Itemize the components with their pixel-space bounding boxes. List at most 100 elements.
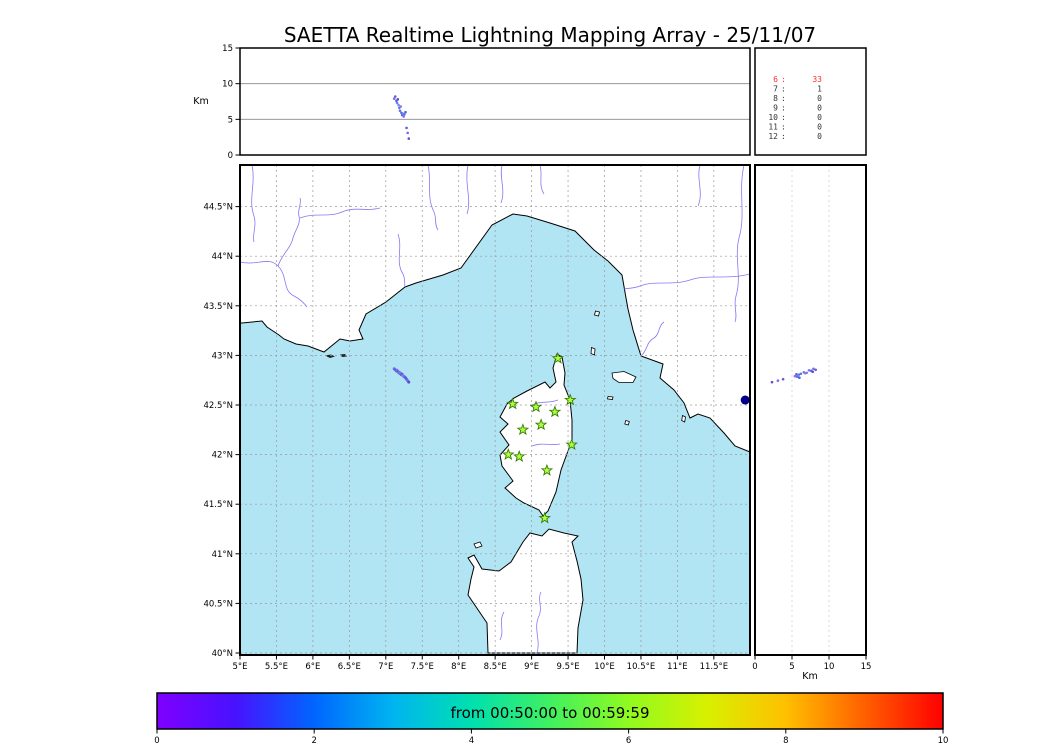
lat-tick-label: 44.5°N: [203, 203, 233, 213]
colorbar-tick-label: 6: [626, 736, 631, 746]
river: [427, 164, 439, 231]
map-data-layer: [392, 351, 750, 524]
river: [640, 321, 665, 357]
lat-tick-label: 41.5°N: [203, 500, 233, 510]
station-star-marker: [563, 393, 577, 406]
lon-tick-label: 10°E: [594, 662, 614, 672]
lightning-source-dot: [403, 113, 406, 116]
colorbar-tick-label: 8: [783, 736, 788, 746]
lightning-source-dot: [396, 98, 400, 101]
count-hour-label: 11: [768, 123, 778, 132]
station-star-marker: [501, 448, 515, 460]
lon-tick-label: 5°E: [232, 662, 247, 672]
river: [277, 197, 301, 267]
alt-tick-label: 0: [752, 662, 757, 672]
count-value: 0: [817, 104, 822, 113]
lat-tick-label: 42.5°N: [203, 401, 233, 411]
altitude-axis-label: Km: [193, 96, 208, 107]
lightning-source-dot: [799, 372, 803, 376]
figure-title: SAETTA Realtime Lightning Mapping Array …: [284, 23, 816, 47]
river: [539, 164, 545, 195]
count-value: 0: [817, 94, 822, 103]
river: [536, 591, 542, 654]
colorbar-tick-label: 4: [469, 736, 474, 746]
island-pianosa: [607, 396, 614, 400]
count-hour-label: 10: [768, 113, 778, 122]
altitude-reference-lines: [791, 165, 830, 655]
river: [623, 273, 751, 290]
river: [734, 164, 745, 323]
panel-frame: [754, 47, 867, 156]
lightning-source-dot: [392, 97, 396, 100]
lightning-source-dot: [395, 101, 399, 105]
lightning-source-dot: [770, 380, 774, 384]
island-gorgona: [594, 310, 600, 317]
colorbar-tick-label: 10: [938, 736, 949, 746]
river: [500, 164, 504, 204]
lightning-source-dot: [399, 105, 403, 108]
lightning-source-dot: [402, 115, 405, 118]
alt-tick-label: 5: [789, 662, 794, 672]
station-star-marker: [534, 418, 548, 431]
station-star-marker: [565, 438, 578, 451]
panel-frame: [239, 47, 751, 156]
river: [499, 611, 505, 641]
coastline-mainland-europe: [239, 164, 751, 453]
count-colon: :: [781, 94, 786, 103]
altitude-longitude-sources: [392, 95, 411, 140]
river: [466, 164, 470, 215]
station-star-marker: [540, 463, 554, 476]
lat-tick-label: 42°N: [212, 451, 233, 461]
lat-tick-label: 40.5°N: [203, 599, 233, 609]
lon-tick-label: 9°E: [524, 662, 539, 672]
station-star-marker: [516, 423, 530, 436]
alt-tick-label: 10: [824, 662, 835, 672]
altitude-longitude-panel: [239, 47, 751, 156]
lightning-source-dot: [407, 137, 411, 140]
lightning-source-dot: [807, 368, 811, 372]
panel-background: [755, 48, 866, 155]
count-value: 0: [817, 123, 822, 132]
count-value: 0: [817, 132, 822, 141]
source-count-panel: 6: 33 7: 1 8: 0 9: 0 10: 0 11: 0 12: 0: [754, 47, 867, 156]
count-value: 1: [817, 85, 822, 94]
island-elba: [611, 371, 637, 383]
lightning-source-dot: [776, 379, 780, 382]
lon-tick-label: 7.5°E: [411, 662, 434, 672]
river: [239, 260, 308, 308]
lightning-source-dot: [811, 370, 815, 374]
altitude-latitude-sources: [770, 367, 817, 384]
lat-tick-label: 44°N: [212, 252, 233, 262]
axis-ticks-and-labels: 44.5°N 44°N 43.5°N 43°N 42.5°N 42°N 41.5°N 41°N…: [203, 44, 871, 672]
river: [397, 233, 406, 288]
lightning-source-dot: [404, 110, 407, 114]
large-event-dot: [740, 395, 750, 405]
count-hour-label: 9: [773, 104, 778, 113]
colorbar-gradient: [157, 693, 943, 729]
lightning-source-dot: [812, 367, 815, 371]
landmasses: [239, 164, 751, 654]
lon-tick-label: 9.5°E: [556, 662, 579, 672]
lightning-source-dot: [393, 95, 397, 98]
island-giglio: [681, 414, 686, 423]
map-panel: [239, 164, 751, 656]
alt-tick-label: 0: [228, 151, 233, 161]
count-rows: 6: 33 7: 1 8: 0 9: 0 10: 0 11: 0 12: 0: [768, 75, 822, 141]
station-star-marker: [538, 511, 552, 524]
river: [697, 164, 701, 207]
lon-tick-label: 10.5°E: [627, 662, 656, 672]
count-value: 33: [812, 75, 822, 84]
colorbar-title: from 00:50:00 to 00:59:59: [450, 704, 649, 722]
altitude-axis-label: Km: [802, 671, 817, 682]
count-colon: :: [781, 85, 786, 94]
lightning-source-dot: [405, 126, 408, 130]
altitude-reference-lines: [240, 83, 750, 120]
station-star-marker: [551, 351, 565, 364]
lat-tick-label: 43.5°N: [203, 302, 233, 312]
lightning-source-dot: [814, 368, 817, 372]
colorbar-tick-label: 2: [311, 736, 316, 746]
island-capraia: [590, 346, 596, 356]
lon-tick-label: 6°E: [305, 662, 320, 672]
count-hour-label: 8: [773, 94, 778, 103]
